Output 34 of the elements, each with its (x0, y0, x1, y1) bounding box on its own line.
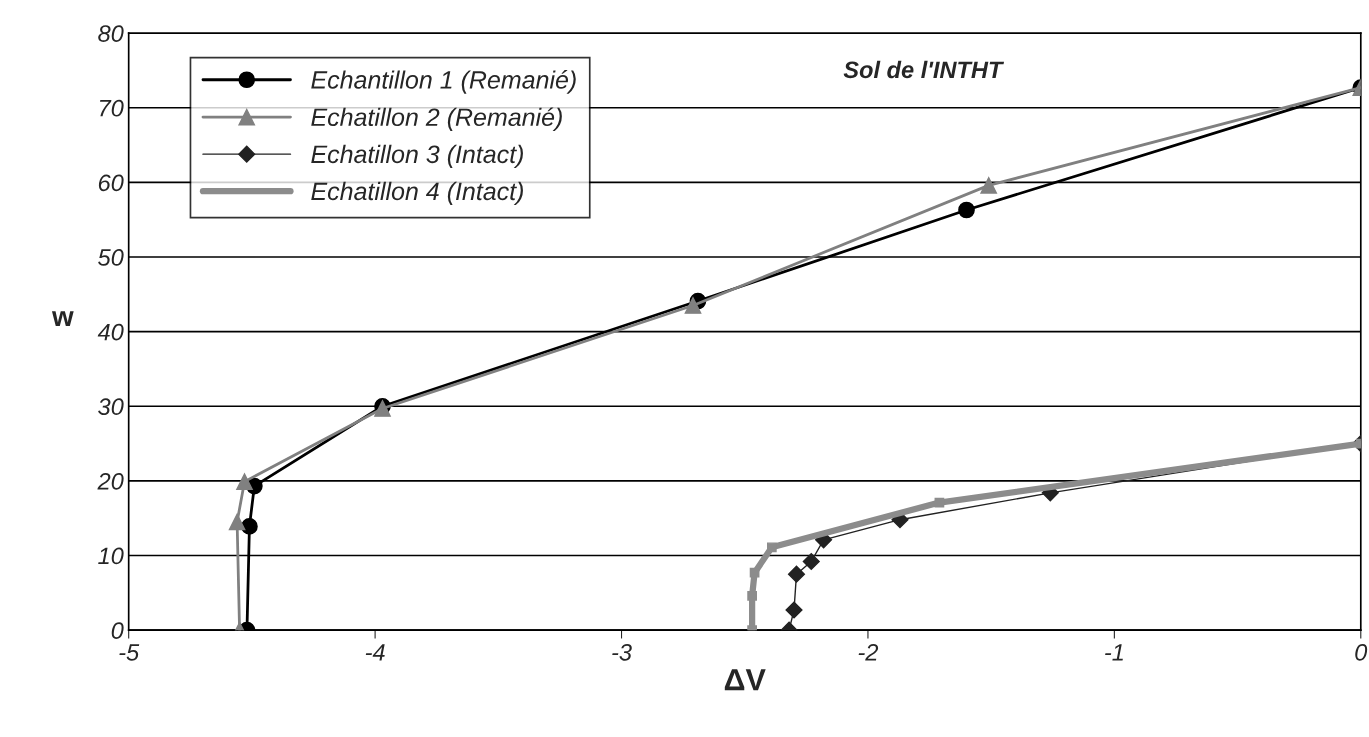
legend-label: Echatillon 2 (Remanié) (311, 107, 562, 132)
y-tick-label: 80 (98, 25, 124, 42)
point (766, 542, 777, 553)
x-tick-label: -4 (365, 644, 385, 661)
point (228, 513, 246, 531)
point (958, 201, 975, 219)
x-axis-title: ΔV (724, 669, 766, 691)
point (747, 590, 757, 601)
y-tick-label: 30 (98, 398, 124, 416)
legend-label: Echantillon 1 (Remanié) (311, 70, 576, 94)
x-tick-label: -1 (1105, 644, 1123, 661)
point (802, 552, 820, 571)
x-tick-label: 0 (1355, 643, 1368, 661)
x-tick-label: -2 (858, 643, 879, 661)
point (787, 565, 806, 583)
point (980, 177, 998, 194)
y-tick-label: 0 (111, 622, 124, 639)
y-tick-label: 60 (98, 174, 124, 192)
y-tick-label: 70 (100, 99, 124, 117)
y-tick-label: 50 (98, 249, 124, 266)
point (241, 518, 258, 535)
point (785, 601, 803, 619)
x-tick-label: -3 (612, 643, 632, 661)
point (236, 473, 253, 490)
x-tick-label: -5 (119, 644, 140, 661)
y-axis-title: w (51, 311, 74, 326)
y-tick-label: 20 (97, 472, 124, 490)
point (684, 297, 702, 314)
point (749, 567, 760, 578)
legend-label: Echatillon 4 (Intact) (311, 181, 523, 206)
y-tick-label: 10 (98, 547, 124, 565)
legend-label: Echatillon 3 (Intact) (311, 144, 523, 169)
annotation: Sol de l'INTHT (843, 60, 1005, 79)
y-tick-label: 40 (97, 323, 124, 341)
